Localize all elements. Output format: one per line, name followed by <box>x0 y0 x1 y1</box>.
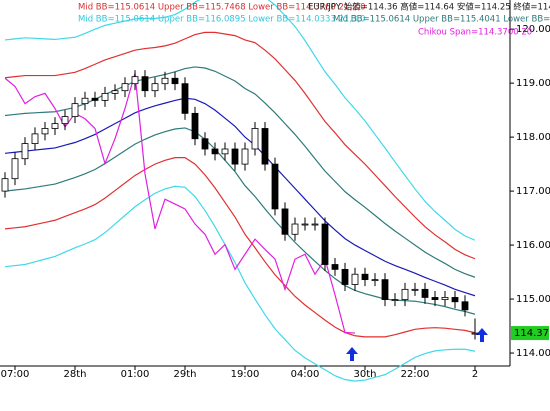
candle-body <box>211 148 219 155</box>
candle-body <box>391 299 399 302</box>
candle-body <box>251 128 259 150</box>
header-text: Chikou Span=114.3700 20 <box>418 28 532 38</box>
candle-body <box>311 223 319 226</box>
candle-body <box>341 268 349 285</box>
candle-body <box>171 77 179 85</box>
candle-body <box>151 83 159 92</box>
candle-body <box>41 128 49 135</box>
indicator-line <box>4 185 476 382</box>
x-tick-label: 2 <box>472 369 478 380</box>
y-tick-label: 114.00 <box>516 348 550 359</box>
candle-body <box>161 77 169 85</box>
candle-body <box>71 103 79 118</box>
candle-body <box>381 279 389 301</box>
candle-body <box>371 279 379 282</box>
candle-body <box>321 223 329 265</box>
y-tick-label: 116.00 <box>516 240 550 251</box>
indicator-line <box>4 31 476 260</box>
y-tick-label: 115.00 <box>516 294 550 305</box>
candle-body <box>471 332 479 335</box>
header-text: Mid BB=115.0614 Upper BB=116.0895 Lower … <box>78 15 366 25</box>
candle-body <box>131 76 139 85</box>
candle-body <box>291 223 299 235</box>
header-text: Mid BB=115.0614 Upper BB=115.7468 Lower … <box>78 3 366 13</box>
candle-body <box>401 288 409 301</box>
candle-body <box>201 138 209 150</box>
candle-body <box>421 288 429 298</box>
candle-body <box>91 97 99 101</box>
y-tick-label: 118.00 <box>516 132 550 143</box>
x-tick-label: 22:00 <box>401 369 430 380</box>
candle-body <box>141 76 149 92</box>
candle-body <box>181 83 189 114</box>
arrow <box>346 347 358 361</box>
indicator-line <box>4 66 476 278</box>
candle-body <box>21 143 29 160</box>
candle-body <box>441 297 449 301</box>
candle-body <box>281 208 289 235</box>
candle-body <box>451 297 459 303</box>
price-label: 114.37 <box>514 328 549 339</box>
x-tick-label: 28th <box>64 369 87 380</box>
indicator-line <box>4 157 476 338</box>
candle-body <box>61 116 69 125</box>
candle-body <box>431 297 439 301</box>
x-tick-label: 07:00 <box>1 369 30 380</box>
candle-body <box>221 148 229 155</box>
candle-body <box>351 273 359 285</box>
candle-body <box>101 92 109 101</box>
x-tick-label: 29th <box>174 369 197 380</box>
candle-body <box>301 223 309 226</box>
indicator-line <box>4 97 476 297</box>
candle-body <box>81 97 89 105</box>
candle-body <box>411 288 419 291</box>
candle-body <box>111 90 119 94</box>
candle-body <box>331 264 339 270</box>
candle-body <box>191 112 199 140</box>
candle-body <box>271 163 279 210</box>
candle-body <box>361 273 369 281</box>
price-box <box>511 326 549 341</box>
header: Mid BB=115.0614 Upper BB=115.7468 Lower … <box>78 2 550 38</box>
y-tick-label: 117.00 <box>516 186 550 197</box>
y-tick-label: 119.00 <box>516 78 550 89</box>
header-text: Mid BB=115.0614 Upper BB=115.4041 Lower … <box>333 15 550 25</box>
candle-body <box>1 178 9 192</box>
x-tick-label: 04:00 <box>291 369 320 380</box>
candle-body <box>11 158 19 180</box>
header-text: EUR/JPY 始値=114.36 高値=114.64 安値=114.25 終値… <box>308 2 550 13</box>
indicator-line <box>4 0 476 241</box>
candle-body <box>31 133 39 144</box>
candle-body <box>461 301 469 311</box>
x-tick-label: 30th <box>354 369 377 380</box>
candle-body <box>241 148 249 165</box>
candle-body <box>261 128 269 165</box>
candle-body <box>121 83 129 92</box>
candle-body <box>231 148 239 165</box>
x-tick-label: 19:00 <box>231 369 260 380</box>
candle-body <box>51 123 59 129</box>
x-tick-label: 01:00 <box>121 369 150 380</box>
arrow <box>476 328 488 342</box>
y-tick-label: 120.00 <box>516 24 550 35</box>
